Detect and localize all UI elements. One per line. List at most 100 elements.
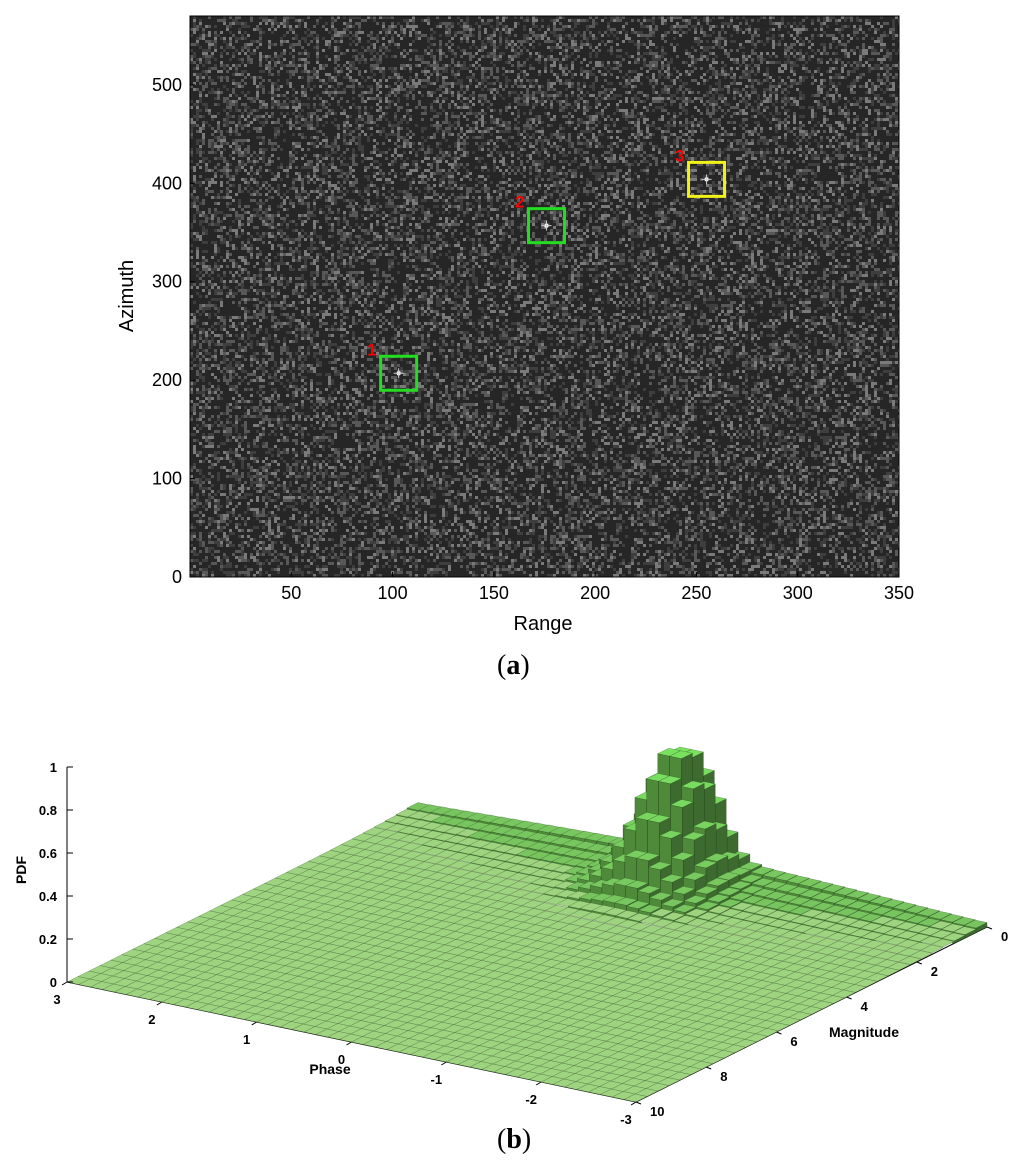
pdf-bar-top: [905, 915, 929, 924]
pdf-bar-top: [661, 912, 686, 921]
pdf-magnitude-tick-label: 8: [720, 1069, 727, 1084]
pdf-bar-top: [774, 872, 798, 881]
sar-y-tick-label: 300: [152, 272, 182, 292]
pdf-bar-top: [638, 904, 662, 913]
pdf-bar-top: [906, 924, 930, 933]
pdf-bar-top: [940, 914, 964, 923]
pdf-bar-top: [520, 891, 545, 901]
pdf-bar-top: [846, 900, 870, 910]
pdf-bar-top: [812, 911, 836, 921]
pdf-bar-top: [952, 926, 977, 935]
pdf-bar-top: [718, 898, 742, 908]
pdf-bar-top: [887, 962, 911, 971]
pdf-bar-top: [544, 896, 568, 905]
pdf-bar-top: [717, 887, 742, 896]
pdf-bar-top: [907, 933, 931, 942]
pdf-bar-top: [623, 1093, 648, 1103]
pdf-phase-tick-label: -1: [431, 1072, 443, 1087]
pdf-magnitude-tick-label: 4: [861, 999, 869, 1014]
pdf-bar-top: [928, 911, 952, 920]
pdf-magnitude-axis-label: Magnitude: [829, 1024, 899, 1040]
pdf-bar-top: [532, 894, 556, 903]
pdf-bar-top: [696, 911, 721, 921]
pdf-bar-top: [685, 918, 710, 927]
pdf-phase-tick: [251, 1021, 257, 1026]
pdf-bar-top: [603, 907, 627, 916]
pdf-bar-top: [682, 872, 707, 881]
pdf-bar-top: [789, 915, 814, 924]
pdf-phase-tick-label: 2: [148, 1012, 155, 1027]
sar-x-tick-label: 300: [783, 583, 813, 603]
pdf-magnitude-tick: [916, 961, 922, 965]
pdf-bar-top: [788, 906, 813, 915]
target-1-label: 1: [367, 340, 376, 359]
pdf-bar-top: [919, 936, 943, 945]
target-3-box: [687, 160, 727, 198]
pdf-z-tick-label: 0.2: [39, 932, 57, 947]
pdf-bar-top: [519, 883, 544, 892]
sar-y-tick-label: 400: [152, 173, 182, 193]
sar-y-axis-label: Azimuth: [116, 260, 138, 332]
pdf-bar-top: [776, 903, 801, 912]
pdf-bar-top: [940, 923, 965, 932]
sar-x-tick-label: 350: [884, 583, 914, 603]
pdf-magnitude-tick-label: 6: [790, 1034, 797, 1049]
pdf-bar-top: [742, 905, 766, 914]
pdf-bar-top: [706, 894, 731, 903]
pdf-bar-top: [693, 859, 718, 869]
pdf-bar-top: [659, 830, 683, 839]
pdf-bar-top: [882, 918, 907, 928]
pdf-magnitude-tick: [776, 1031, 782, 1035]
pdf-z-axis-label: PDF: [13, 856, 29, 884]
pdf-bar-top: [671, 886, 696, 895]
pdf-bar-top: [362, 827, 387, 836]
pdf-bar-top: [719, 908, 743, 917]
pdf-bar-top: [872, 934, 897, 943]
pdf-bar-top: [786, 886, 811, 895]
speckle-noise-layer: [190, 16, 899, 577]
sar-x-tick-label: 250: [681, 583, 711, 603]
pdf-bar-top: [739, 874, 764, 883]
pdf-bar-top: [728, 880, 753, 890]
pdf-bar-top: [650, 918, 675, 928]
pdf-bar-top: [871, 925, 896, 934]
pdf-phase-axis-label: Phase: [309, 1061, 350, 1077]
pdf-phase-tick-label: 0: [338, 1052, 345, 1067]
pdf-bar-top: [833, 887, 857, 896]
pdf-bar-top: [707, 905, 732, 914]
pdf-bar-top: [870, 916, 895, 925]
pdf-bar-top: [649, 892, 673, 901]
pdf-magnitude-tick-label: 10: [650, 1104, 664, 1119]
pdf-bar-top: [847, 910, 871, 919]
panel-label-b: (b): [497, 1124, 532, 1155]
pdf-bar-top: [809, 881, 834, 890]
pdf-bar-top: [775, 894, 800, 903]
pdf-bar-top: [763, 880, 787, 890]
pdf-magnitude-tick: [706, 1066, 712, 1070]
pdf-phase-tick-label: 3: [53, 992, 60, 1007]
pdf-bar-top: [941, 932, 966, 942]
pdf-bar-top: [615, 910, 639, 919]
pdf-bar-top: [637, 885, 661, 894]
pdf-bar-top: [895, 930, 919, 940]
pdf-bar-top: [750, 866, 775, 875]
pdf-bar-top: [787, 896, 812, 906]
pdf-bar-top: [951, 917, 976, 926]
pdf-bar-top: [670, 852, 695, 861]
pdf-bar-top: [660, 874, 684, 883]
pdf-phase-tick: [156, 1001, 163, 1006]
pdf-bar-top: [660, 898, 685, 907]
target-2-label: 2: [515, 193, 524, 212]
sar-image-figure: 1 2 3 50 100 150 200 250 300 350 0 100 200 300 400 500…: [116, 15, 914, 635]
pdf-bar-top: [670, 799, 694, 808]
pdf-bar-top: [626, 900, 650, 909]
pdf-bar-top: [638, 916, 663, 925]
pdf-bar-top: [797, 878, 822, 887]
pdf-bar-top: [896, 939, 920, 948]
pdf-bar-top: [705, 877, 730, 887]
pdf-phase-tick: [535, 1081, 542, 1086]
pdf-bar-top: [835, 907, 859, 917]
pdf-bar-top: [662, 921, 687, 930]
pdf-bar-top: [649, 908, 674, 917]
pdf-bar-top: [881, 909, 906, 918]
